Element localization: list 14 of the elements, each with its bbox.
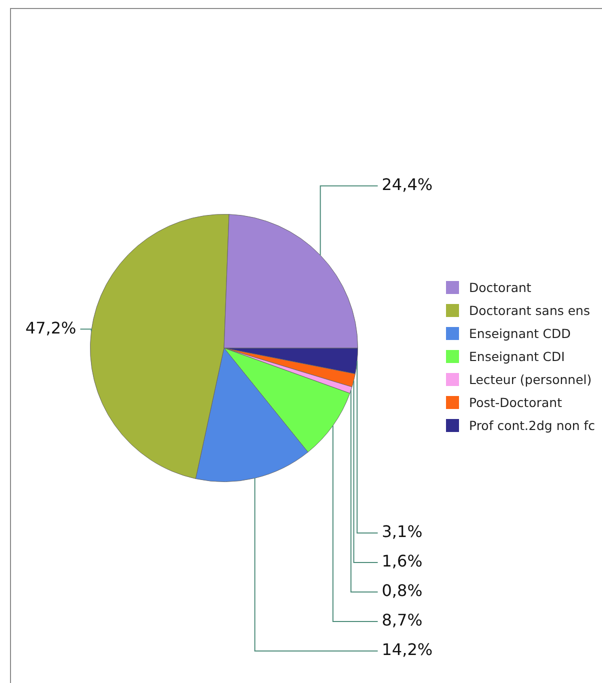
data-label: 1,6% [382,552,422,571]
data-label: 14,2% [382,640,433,660]
data-label: 24,4% [382,175,433,194]
data-label: 0,8% [382,581,422,600]
legend-label: Prof cont.2dg non fc [469,418,596,433]
data-label: 8,7% [382,610,422,630]
legend-label: Lecteur (personnel) [469,372,592,387]
data-label: 3,1% [382,522,422,542]
data-label: 47,2% [25,318,76,338]
legend-label: Doctorant [469,280,532,295]
legend-label: Enseignant CDD [469,326,571,341]
legend-label: Post-Doctorant [469,395,562,410]
legend-label: Enseignant CDI [469,349,565,364]
legend-label: Doctorant sans ens [469,303,590,318]
